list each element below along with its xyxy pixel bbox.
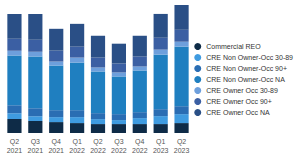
svg-text:Q2: Q2 [177,138,186,146]
svg-text:CRE Owner Occ 30-89: CRE Owner Occ 30-89 [206,87,278,94]
svg-text:CRE Non Owner-Occ 30-89: CRE Non Owner-Occ 30-89 [206,54,293,61]
svg-text:2023: 2023 [174,147,190,154]
svg-text:Q4: Q4 [135,138,144,146]
svg-text:CRE Non Owner-Occ NA: CRE Non Owner-Occ NA [206,76,285,83]
svg-text:Q2: Q2 [10,138,19,146]
svg-text:Q3: Q3 [114,138,123,146]
svg-text:Q2: Q2 [93,138,102,146]
svg-text:2021: 2021 [28,147,44,154]
svg-text:Q1: Q1 [156,138,165,146]
svg-text:2021: 2021 [7,147,23,154]
svg-text:CRE Owner Occ 90+: CRE Owner Occ 90+ [206,98,272,105]
svg-text:2022: 2022 [90,147,106,154]
svg-text:2022: 2022 [111,147,127,154]
svg-text:CRE Non Owner-Occ 90+: CRE Non Owner-Occ 90+ [206,65,287,72]
svg-text:Q3: Q3 [31,138,40,146]
svg-text:2021: 2021 [48,147,64,154]
svg-text:2022: 2022 [69,147,85,154]
svg-text:Q1: Q1 [72,138,81,146]
svg-text:Q4: Q4 [52,138,61,146]
svg-text:Commercial REO: Commercial REO [206,43,261,50]
svg-text:CRE Owner Occ NA: CRE Owner Occ NA [206,109,270,116]
svg-text:2023: 2023 [153,147,169,154]
svg-text:2022: 2022 [132,147,148,154]
